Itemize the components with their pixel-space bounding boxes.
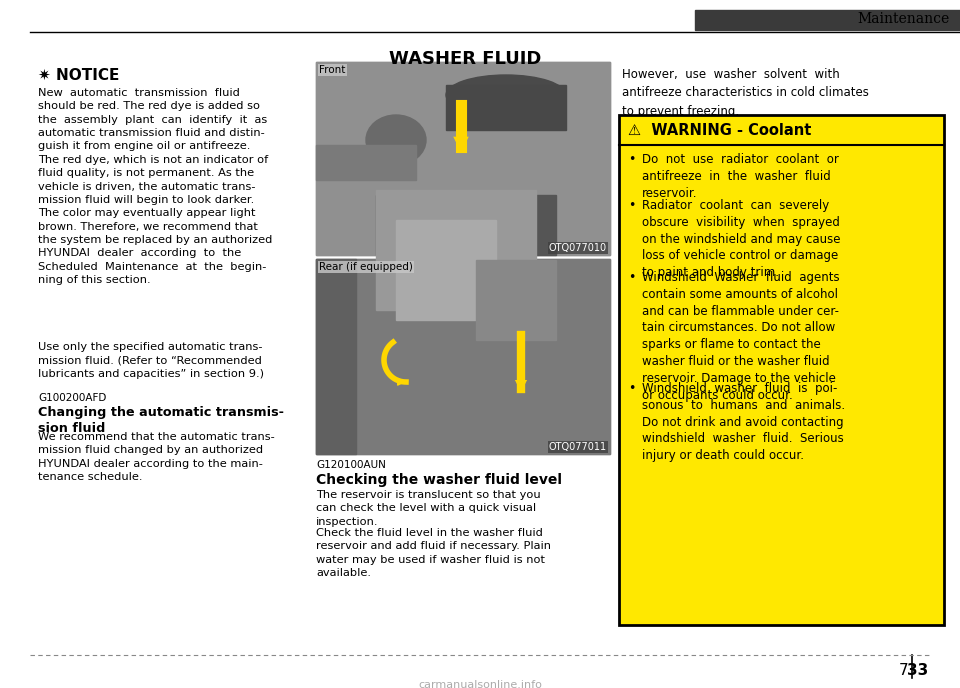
Text: Checking the washer fluid level: Checking the washer fluid level [316, 473, 562, 487]
Text: •: • [628, 382, 636, 395]
Ellipse shape [446, 75, 566, 115]
Text: We recommend that the automatic trans-
mission fluid changed by an authorized
HY: We recommend that the automatic trans- m… [38, 432, 275, 482]
Bar [446, 85, 566, 130]
Text: •: • [628, 153, 636, 166]
Bar [396, 220, 496, 320]
Bar [316, 259, 610, 454]
Text: ⚠  WARNING - Coolant: ⚠ WARNING - Coolant [628, 123, 811, 138]
Text: G100200AFD: G100200AFD [38, 393, 107, 403]
Text: The reservoir is translucent so that you
can check the level with a quick visual: The reservoir is translucent so that you… [316, 490, 540, 527]
Bar [316, 62, 610, 255]
Text: •: • [628, 271, 636, 284]
Text: OTQ077011: OTQ077011 [549, 442, 607, 452]
Text: •: • [628, 199, 636, 212]
Text: Do  not  use  radiator  coolant  or
antifreeze  in  the  washer  fluid
reservoir: Do not use radiator coolant or antifreez… [642, 153, 839, 200]
Ellipse shape [366, 115, 426, 165]
Text: New  automatic  transmission  fluid
should be red. The red dye is added so
the  : New automatic transmission fluid should … [38, 88, 273, 285]
Text: Maintenance: Maintenance [857, 12, 950, 26]
Bar [376, 195, 556, 255]
Text: ✷ NOTICE: ✷ NOTICE [38, 68, 119, 83]
Text: However,  use  washer  solvent  with
antifreeze characteristics in cold climates: However, use washer solvent with antifre… [622, 68, 869, 118]
Text: OTQ077010: OTQ077010 [549, 243, 607, 253]
Text: WASHER FLUID: WASHER FLUID [389, 50, 541, 68]
Text: Front: Front [319, 65, 346, 75]
Bar [316, 145, 416, 180]
Bar [316, 259, 610, 454]
Text: Radiator  coolant  can  severely
obscure  visibility  when  sprayed
on the winds: Radiator coolant can severely obscure vi… [642, 199, 841, 279]
Bar [316, 62, 610, 255]
Text: 33: 33 [907, 663, 928, 678]
Text: Rear (if equipped): Rear (if equipped) [319, 262, 413, 272]
Bar [695, 10, 960, 30]
Bar [316, 259, 356, 454]
Text: Check the fluid level in the washer fluid
reservoir and add fluid if necessary. : Check the fluid level in the washer flui… [316, 528, 551, 578]
Text: Windshield  washer  fluid  is  poi-
sonous  to  humans  and  animals.
Do not dri: Windshield washer fluid is poi- sonous t… [642, 382, 845, 462]
Bar [619, 115, 944, 625]
Bar [376, 190, 536, 310]
Text: G120100AUN: G120100AUN [316, 460, 386, 470]
Text: Changing the automatic transmis-
sion fluid: Changing the automatic transmis- sion fl… [38, 406, 284, 435]
Bar [476, 260, 556, 340]
Text: carmanualsonline.info: carmanualsonline.info [418, 680, 542, 688]
Ellipse shape [451, 87, 561, 122]
Text: 7: 7 [899, 663, 908, 678]
Text: Use only the specified automatic trans-
mission fluid. (Refer to “Recommended
lu: Use only the specified automatic trans- … [38, 342, 264, 378]
Text: Windshield  Washer  fluid  agents
contain some amounts of alcohol
and can be fla: Windshield Washer fluid agents contain s… [642, 271, 840, 402]
